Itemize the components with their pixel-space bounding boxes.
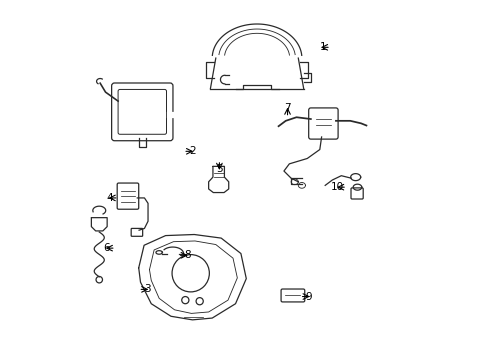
Text: 7: 7 [284, 103, 290, 113]
Text: 4: 4 [106, 193, 113, 203]
Text: 2: 2 [189, 146, 195, 156]
Text: 8: 8 [183, 250, 190, 260]
Text: 9: 9 [305, 292, 312, 302]
Text: 3: 3 [144, 284, 151, 294]
Text: 1: 1 [320, 42, 326, 52]
Text: 10: 10 [330, 182, 344, 192]
Text: 6: 6 [103, 243, 109, 253]
Text: 5: 5 [216, 164, 222, 174]
